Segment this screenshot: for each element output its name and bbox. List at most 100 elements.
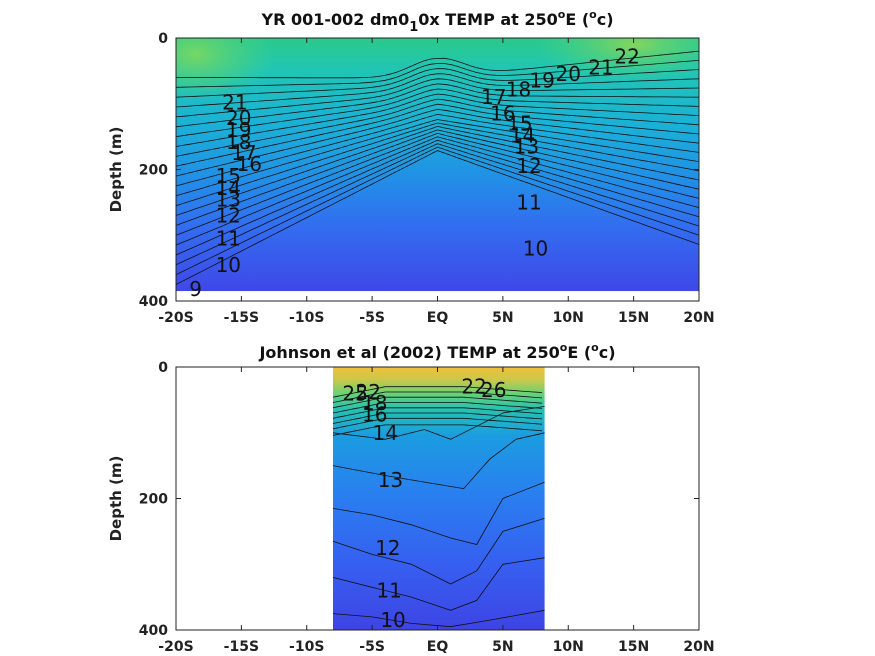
isotherm-line [176,139,699,256]
isotherm-line [176,83,699,128]
x-tick-label: EQ [427,310,449,326]
contour-label: 14 [510,123,535,147]
x-tick-label: 10N [553,639,584,655]
isotherm-line [332,557,545,611]
isotherm-line [176,129,699,226]
title-text-tail: 0x TEMP at 250 [418,10,558,29]
x-tick-label: 5N [492,639,513,655]
contour-label: 20 [556,62,581,86]
contour-label: 14 [216,176,241,200]
contour-label: 11 [376,579,401,603]
isotherm-line [176,103,699,167]
warm-pool-north [533,38,699,83]
isotherm-line [176,93,699,147]
x-tick-label: 20N [683,310,714,326]
contour-label: 21 [588,56,613,80]
isotherm-line [332,402,543,414]
contour-label: 12 [375,536,400,560]
x-tick-label: -5S [359,639,385,655]
isotherm-line [176,146,699,276]
y-tick-label: 0 [158,360,168,376]
isotherm-line [176,60,699,88]
contour-label: 14 [372,421,397,445]
contour-label: 18 [226,130,251,154]
isotherm-line [332,609,545,628]
isotherm-line [332,407,543,419]
contour-label: 26 [481,378,506,402]
contour-label: 13 [216,188,241,212]
contour-label: 16 [236,152,261,176]
title-superscript: o [560,341,568,354]
contour-label: 18 [362,391,387,415]
title-text-mid: E ( [567,343,591,362]
contour-label: 10 [523,236,548,260]
isotherm-line [176,143,699,266]
isotherm-line [332,424,543,436]
x-tick-label: 15N [618,639,649,655]
title-text: YR 001-002 dm0 [260,10,409,29]
isotherm-line [332,432,545,490]
title-superscript: o [591,341,599,354]
contour-label: 12 [216,204,241,228]
x-tick-label: 10N [553,310,584,326]
isotherm-line [176,73,699,108]
isotherm-line [176,113,699,187]
contour-label: 13 [378,468,403,492]
isotherm-line [332,481,545,545]
contour-label: 22 [355,380,380,404]
contour-label: 11 [516,190,541,214]
contour-label: 10 [216,253,241,277]
title-text-mid: E ( [565,10,589,29]
isotherm-line [176,98,699,157]
isotherm-line [332,391,543,403]
isotherm-line [332,417,543,430]
x-tick-label: -20S [158,639,193,655]
contour-label: 22 [614,44,639,68]
isotherm-line [176,150,699,285]
title-text-end: c) [599,343,616,362]
contour-label: 9 [189,277,202,301]
panels: YR 001-002 dm010x TEMP at 250oE (oc) 21 20… [107,8,715,655]
isotherm-line [332,517,545,585]
isotherm-line [332,386,543,398]
x-tick-label: 15N [618,310,649,326]
panel-1: YR 001-002 dm010x TEMP at 250oE (oc) 21 20… [107,8,715,326]
title-text: Johnson et al (2002) TEMP at 250 [258,343,559,362]
isotherm-line [176,132,699,236]
contour-label: 21 [222,90,247,114]
data-field [332,367,545,630]
x-tick-label: 20N [683,639,714,655]
contour-label: 19 [226,118,251,142]
warm-pool-south [176,38,276,103]
contour-label: 17 [481,85,506,109]
contour-label: 10 [380,608,405,632]
x-tick-label: -15S [224,639,259,655]
contour-label: 16 [362,402,387,426]
contour-label: 15 [507,111,532,135]
isotherm-line [176,125,699,216]
contour-label: 16 [490,102,515,126]
x-tick-label: -10S [289,310,324,326]
isotherm-line [332,406,545,440]
isotherm-line [176,68,699,98]
title-superscript: o [589,8,597,21]
title-superscript: o [558,8,566,21]
y-axis-label: Depth (m) [107,127,125,213]
y-tick-label: 400 [139,294,168,310]
y-tick-label: 200 [139,492,168,508]
title-text-end: c) [597,10,614,29]
contour-label: 22 [461,375,486,399]
chart-title: Johnson et al (2002) TEMP at 250oE (oc) [258,341,615,362]
x-tick-label: 5N [492,310,513,326]
x-tick-label: -5S [359,310,385,326]
y-tick-label: 200 [139,163,168,179]
data-field [176,38,699,292]
contour-label: 18 [506,77,531,101]
contour-label: 25 [342,381,367,405]
x-tick-label: EQ [427,639,449,655]
y-axis-label: Depth (m) [107,456,125,542]
contour-label: 11 [216,227,241,251]
chart-title: YR 001-002 dm010x TEMP at 250oE (oc) [260,8,613,35]
contour-label: 15 [216,164,241,188]
